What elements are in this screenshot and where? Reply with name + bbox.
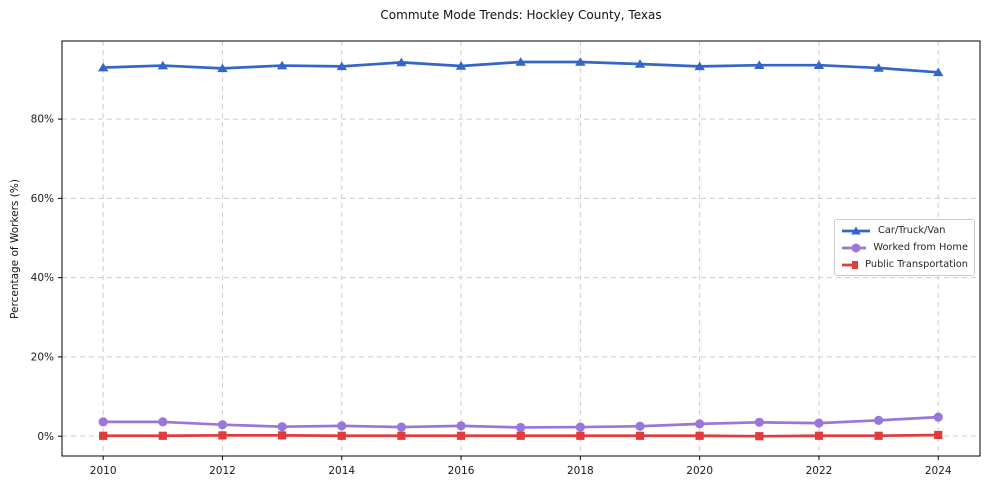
x-tick-label: 2012 <box>209 465 236 477</box>
marker-public-transportation <box>576 431 585 440</box>
marker-car-truck-van <box>694 61 705 71</box>
triangle-marker-icon <box>842 226 870 234</box>
marker-worked-from-home <box>635 421 645 431</box>
marker-worked-from-home <box>754 417 764 427</box>
marker-car-truck-van <box>455 61 467 70</box>
marker-car-truck-van <box>813 60 825 69</box>
marker-car-truck-van <box>515 57 526 66</box>
marker-public-transportation <box>99 431 108 440</box>
marker-public-transportation <box>218 431 227 440</box>
legend-item-worked-from-home: Worked from Home <box>841 240 968 255</box>
y-tick-label: 60% <box>31 193 54 205</box>
marker-public-transportation <box>397 431 406 440</box>
legend-label: Worked from Home <box>873 242 968 253</box>
marker-public-transportation <box>934 430 943 440</box>
marker-worked-from-home <box>217 420 228 430</box>
x-tick-label: 2020 <box>686 465 713 477</box>
marker-worked-from-home <box>98 417 108 427</box>
marker-car-truck-van <box>754 60 765 69</box>
x-tick-label: 2016 <box>448 465 475 477</box>
marker-worked-from-home <box>456 421 466 431</box>
marker-car-truck-van <box>575 57 586 66</box>
marker-public-transportation <box>516 431 525 440</box>
circle-marker-icon <box>842 243 867 252</box>
marker-worked-from-home <box>695 419 705 429</box>
marker-car-truck-van <box>396 57 407 67</box>
marker-worked-from-home <box>396 422 407 432</box>
marker-car-truck-van <box>276 60 288 70</box>
marker-worked-from-home <box>873 415 884 425</box>
plot-border <box>61 40 981 457</box>
y-tick-label: 20% <box>31 352 54 364</box>
marker-worked-from-home <box>814 418 824 428</box>
chart-title: Commute Mode Trends: Hockley County, Tex… <box>380 8 662 22</box>
marker-car-truck-van <box>97 62 109 72</box>
x-tick-label: 2022 <box>806 465 833 477</box>
x-tick-label: 2018 <box>567 465 594 477</box>
legend-item-public-transportation: Public Transportation <box>841 257 968 272</box>
x-tick-label: 2010 <box>90 465 117 477</box>
legend-label: Car/Truck/Van <box>878 225 946 236</box>
marker-public-transportation <box>874 431 883 440</box>
marker-car-truck-van <box>634 59 646 68</box>
marker-public-transportation <box>456 431 466 440</box>
y-tick-label: 40% <box>31 272 54 284</box>
square-marker-icon <box>842 260 859 269</box>
marker-public-transportation <box>755 432 764 441</box>
x-tick-label: 2014 <box>328 465 355 477</box>
y-tick-label: 80% <box>31 114 54 126</box>
marker-public-transportation <box>635 431 645 440</box>
marker-car-truck-van <box>157 60 169 70</box>
legend-label: Public Transportation <box>865 259 968 270</box>
marker-worked-from-home <box>575 422 585 432</box>
marker-public-transportation <box>814 431 824 440</box>
marker-public-transportation <box>158 431 167 440</box>
marker-public-transportation <box>337 431 346 440</box>
legend-item-car-truck-van: Car/Truck/Van <box>841 223 968 238</box>
marker-worked-from-home <box>337 421 347 431</box>
marker-car-truck-van <box>873 63 884 72</box>
x-tick-label: 2024 <box>925 465 952 477</box>
marker-worked-from-home <box>933 412 943 422</box>
marker-car-truck-van <box>217 63 228 73</box>
marker-worked-from-home <box>516 422 526 433</box>
marker-public-transportation <box>278 431 287 440</box>
marker-public-transportation <box>695 431 704 440</box>
marker-worked-from-home <box>277 422 287 432</box>
marker-worked-from-home <box>158 417 168 427</box>
marker-car-truck-van <box>933 67 944 77</box>
marker-car-truck-van <box>336 61 347 71</box>
legend: Car/Truck/Van Worked from Home Public Tran… <box>834 219 975 276</box>
y-tick-label: 0% <box>37 431 54 443</box>
